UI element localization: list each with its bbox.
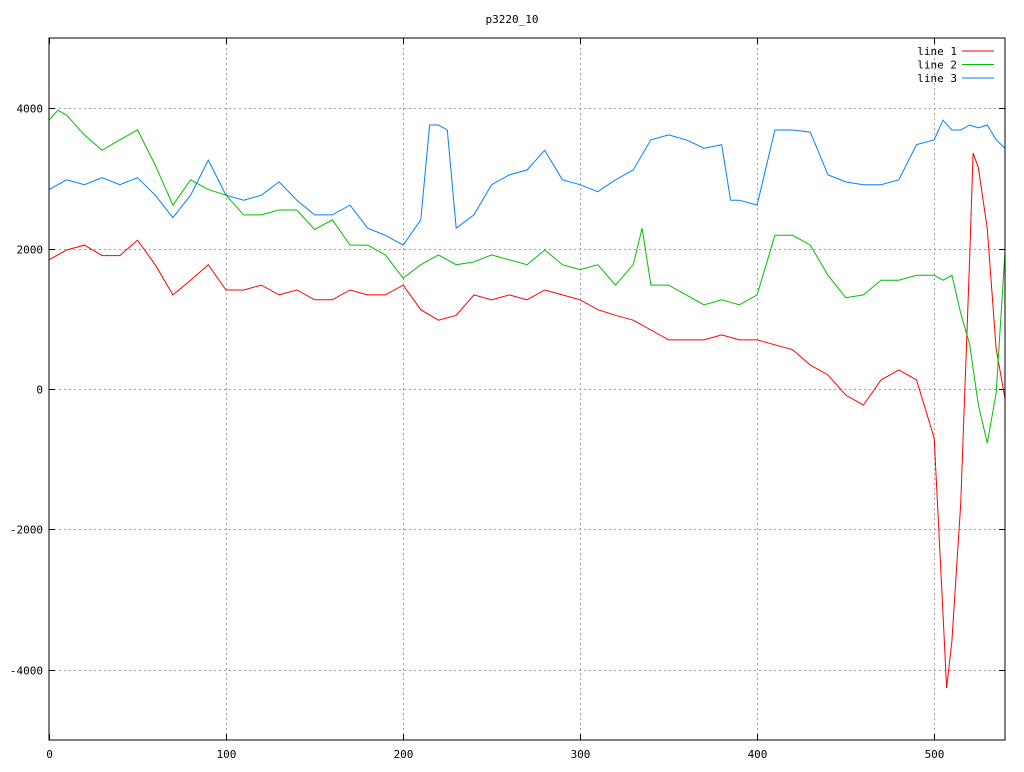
y-tick-label: 4000 (17, 103, 44, 116)
x-tick-label: 500 (925, 748, 945, 761)
y-tick-label: 2000 (17, 244, 44, 257)
y-tick-label: 0 (36, 384, 43, 397)
series-line-2 (48, 109, 1006, 444)
x-tick-label: 200 (394, 748, 414, 761)
legend-label: line 1 (917, 45, 957, 58)
y-tick-label: -2000 (10, 524, 43, 537)
series-lines (48, 109, 1006, 689)
chart-title: p3220_10 (486, 13, 539, 26)
grid (49, 38, 1005, 740)
x-tick-label: 400 (748, 748, 768, 761)
y-tick-label: -4000 (10, 665, 43, 678)
x-tick-label: 300 (571, 748, 591, 761)
axis-ticks: 0 100 200 300 400 500 -4000 -2000 0 2000 4000 (10, 38, 1005, 761)
x-tick-label: 0 (46, 748, 53, 761)
series-line-1 (48, 152, 1006, 689)
legend-label: line 3 (917, 72, 957, 85)
legend-label: line 2 (917, 59, 957, 72)
plot-frame (48, 37, 1006, 741)
series-line-3 (48, 119, 1006, 246)
x-tick-label: 100 (217, 748, 237, 761)
